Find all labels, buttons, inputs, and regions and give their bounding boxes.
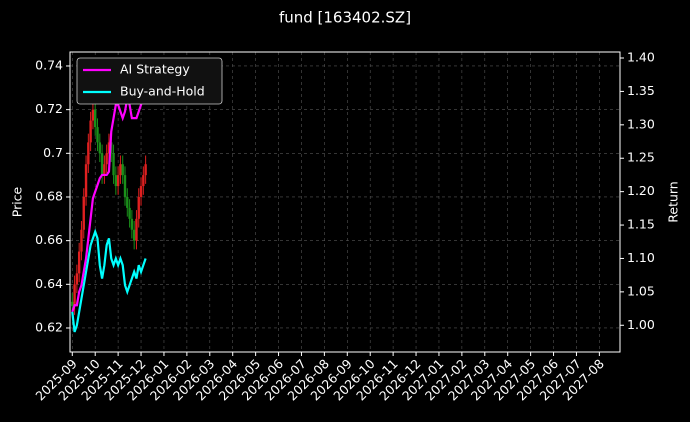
- candle-body: [121, 164, 124, 176]
- candle-body: [105, 153, 108, 165]
- candle-body: [87, 142, 90, 165]
- candle-body: [126, 196, 129, 208]
- candle-body: [75, 273, 79, 285]
- candle-body: [116, 175, 120, 187]
- plot-frame: [69, 51, 621, 353]
- candle-body: [98, 142, 101, 154]
- candle-body: [80, 229, 83, 252]
- candle-body: [112, 153, 115, 176]
- candle-body: [119, 164, 122, 176]
- y2-tick-label: 1.00: [627, 317, 655, 332]
- legend-box: [76, 57, 223, 105]
- y2-tick-label: 1.30: [627, 116, 655, 131]
- y-tick-label: 0.72: [35, 101, 63, 116]
- candle-body: [96, 127, 99, 143]
- y-tick-label: 0.66: [35, 232, 63, 247]
- candle-body: [77, 251, 81, 274]
- y2-tick-label: 1.20: [627, 183, 655, 198]
- y2-tick-label: 1.25: [627, 150, 655, 165]
- y2-tick-label: 1.15: [627, 217, 655, 232]
- y-tick-label: 0.7: [43, 145, 63, 160]
- line-series: [71, 228, 147, 333]
- y2-tick-label: 1.10: [627, 250, 655, 265]
- chart-title: fund [163402.SZ]: [279, 9, 411, 27]
- candle-body: [89, 120, 92, 143]
- candle-body: [139, 186, 143, 197]
- candle-body: [103, 164, 106, 176]
- candle-body: [91, 109, 95, 121]
- candle-body: [114, 175, 118, 187]
- candle-body: [132, 229, 136, 241]
- candle-body: [84, 164, 88, 197]
- candle-body: [73, 284, 76, 307]
- candle-body: [144, 164, 147, 176]
- candle-body: [142, 175, 145, 187]
- candle-body: [107, 142, 111, 154]
- y-tick-label: 0.68: [35, 188, 63, 203]
- legend-label: Buy-and-Hold: [120, 84, 205, 99]
- y2-tick-label: 1.35: [627, 83, 655, 98]
- candle-body: [128, 207, 131, 219]
- y2-axis-label: Return: [666, 181, 681, 222]
- legend-label: AI Strategy: [120, 62, 190, 77]
- candle-body: [82, 196, 85, 230]
- y-axis-label: Price: [10, 186, 25, 217]
- y-tick-label: 0.74: [35, 57, 63, 72]
- y2-tick-label: 1.40: [627, 50, 655, 65]
- y-tick-label: 0.62: [35, 319, 63, 334]
- candle-body: [100, 153, 104, 176]
- line-series: [71, 71, 147, 313]
- candle-body: [71, 301, 74, 307]
- candle-body: [123, 175, 127, 197]
- candle-body: [137, 196, 140, 219]
- candle-body: [94, 109, 97, 128]
- candle-body: [130, 218, 134, 230]
- y-tick-label: 0.64: [35, 276, 63, 291]
- y2-tick-label: 1.05: [627, 283, 655, 298]
- candle-body: [135, 218, 138, 241]
